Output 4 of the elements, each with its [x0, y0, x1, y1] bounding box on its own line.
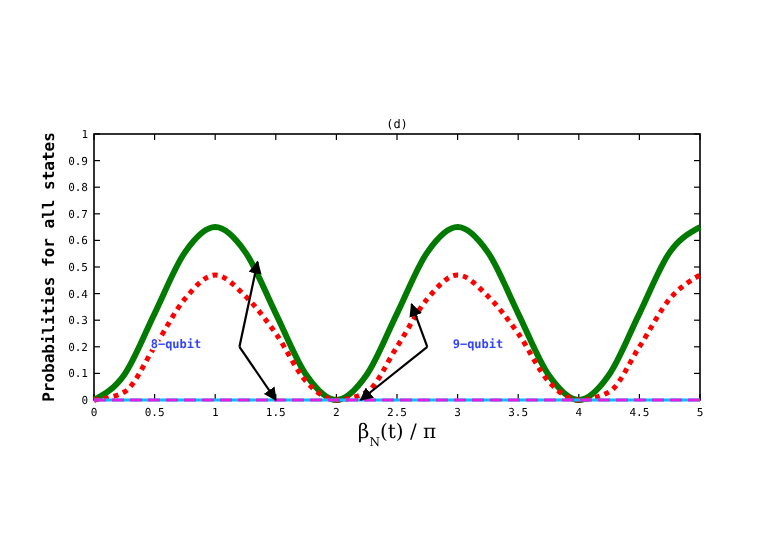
- x-axis-title: β$_{N}$(t) / π: [357, 422, 437, 449]
- line-series: [91, 272, 703, 403]
- y-axis-title: Probabilities for all states: [40, 131, 58, 402]
- line-series: [91, 224, 703, 403]
